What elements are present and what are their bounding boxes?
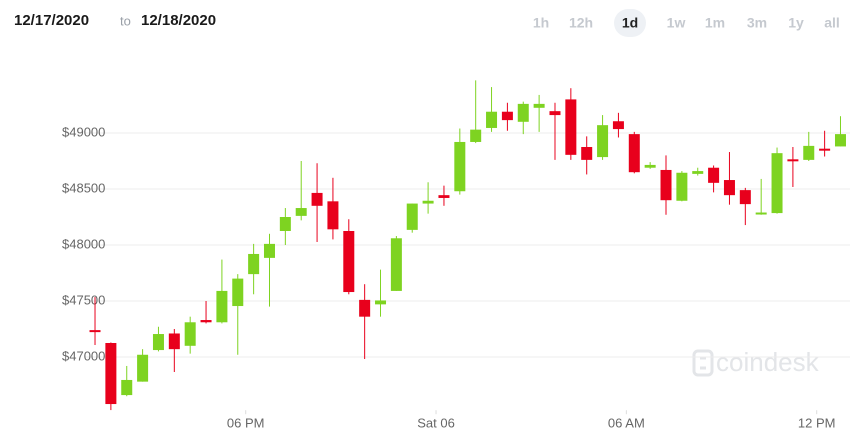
candle-body: [628, 134, 640, 173]
candle-body: [248, 253, 260, 275]
x-tick-label: 06 AM: [608, 415, 645, 430]
candle-body: [501, 111, 513, 121]
candle-body: [581, 147, 593, 160]
candle-body: [390, 238, 402, 291]
candle-body: [343, 231, 355, 293]
range-button[interactable]: 1y: [788, 15, 804, 31]
range-button[interactable]: 1d: [622, 15, 638, 31]
candle-body: [597, 125, 609, 158]
candle-body: [565, 99, 577, 155]
candle-body: [438, 195, 450, 198]
candle-body: [755, 212, 767, 215]
candle-body: [263, 243, 275, 258]
candle-body: [200, 320, 212, 323]
candle-body: [327, 201, 339, 230]
candle-body: [549, 111, 561, 116]
y-tick-label: $48500: [62, 180, 105, 195]
candle-body: [375, 300, 387, 305]
y-tick-label: $47500: [62, 292, 105, 307]
range-button[interactable]: 3m: [747, 15, 767, 31]
candle-body: [359, 299, 371, 317]
candle-body: [803, 145, 815, 160]
date-from: 12/17/2020: [14, 12, 89, 29]
candle-body: [517, 103, 529, 122]
candle-body: [454, 141, 466, 192]
candle-body: [137, 354, 149, 382]
watermark-logo: [692, 349, 714, 377]
range-button[interactable]: all: [824, 15, 840, 31]
candle-body: [422, 200, 434, 204]
candle-body: [470, 129, 482, 142]
candle-body: [89, 330, 101, 333]
candle-body: [406, 203, 418, 230]
candle-body: [644, 164, 656, 168]
candle-body: [723, 180, 735, 196]
candle-body: [692, 171, 704, 174]
candle-body: [486, 111, 498, 128]
x-tick-label: Sat 06: [417, 415, 455, 430]
candle-body: [311, 192, 323, 206]
candle-body: [739, 190, 751, 205]
watermark: coindesk: [716, 347, 820, 377]
candle-body: [676, 172, 688, 201]
candle-body: [295, 208, 307, 216]
candle-body: [168, 333, 180, 350]
y-tick-label: $48000: [62, 236, 105, 251]
candle-body: [787, 159, 799, 162]
range-button[interactable]: 1m: [705, 15, 725, 31]
y-tick-label: $49000: [62, 124, 105, 139]
candle-body: [216, 290, 228, 323]
range-button[interactable]: 1h: [533, 15, 549, 31]
candle-body: [834, 134, 846, 147]
date-to: 12/18/2020: [141, 12, 216, 29]
candle-body: [184, 322, 196, 346]
x-tick-label: 12 PM: [798, 415, 836, 430]
candle-body: [819, 148, 831, 151]
date-separator: to: [120, 13, 131, 28]
candle-body: [771, 153, 783, 214]
candle-body: [708, 167, 720, 183]
candle-body: [232, 278, 244, 307]
candle-body: [612, 121, 624, 130]
range-selected-bg: [614, 9, 646, 37]
candle-body: [105, 343, 117, 405]
y-tick-label: $47000: [62, 348, 105, 363]
candle-body: [533, 103, 545, 108]
candle-body: [660, 169, 672, 201]
candle-body: [279, 217, 291, 231]
range-button[interactable]: 1w: [667, 15, 686, 31]
candle-body: [121, 379, 133, 396]
range-button[interactable]: 12h: [569, 15, 593, 31]
candle-body: [152, 334, 164, 351]
x-tick-label: 06 PM: [227, 415, 265, 430]
